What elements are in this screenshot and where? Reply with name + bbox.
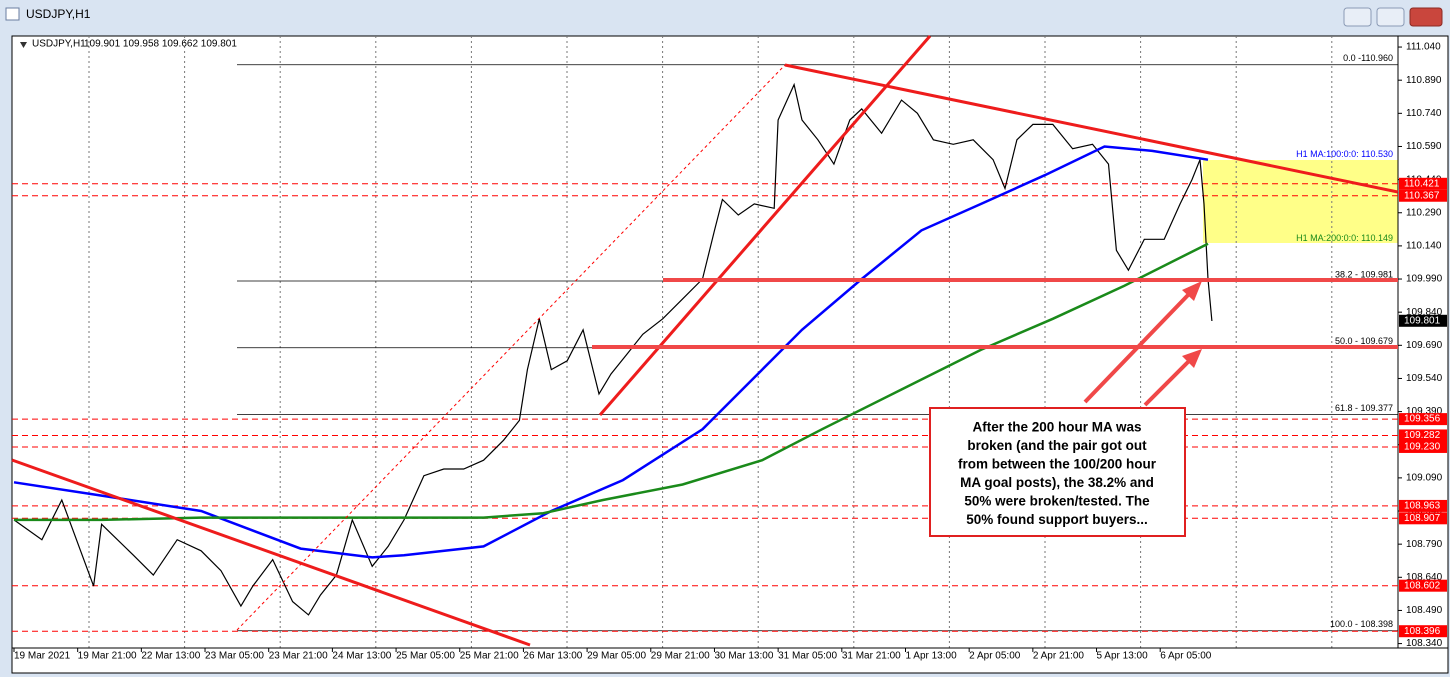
ma-label: H1 MA:200:0:0: 110.149 [1296,233,1393,243]
x-tick-label: 31 Mar 21:00 [842,651,901,662]
y-tick-label: 108.340 [1406,638,1443,649]
price-tag [1399,429,1447,442]
annotation-box [929,407,1186,537]
minimize-button[interactable] [1343,7,1372,27]
highlight-box [1203,160,1398,243]
y-tick-label: 111.040 [1406,42,1441,53]
y-tick-label: 109.090 [1406,473,1443,484]
y-tick-label: 109.540 [1406,373,1443,384]
y-tick-label: 110.890 [1406,75,1442,86]
x-tick-label: 29 Mar 21:00 [651,651,710,662]
fib-label: 50.0 - 109.679 [1335,336,1393,346]
x-tick-label: 22 Mar 13:00 [141,651,200,662]
price-line [13,82,1213,616]
x-tick-label: 26 Mar 13:00 [523,651,582,662]
annotation-line: MA goal posts), the 38.2% and [960,475,1154,490]
arrow-head [1182,281,1202,301]
symbol-marker [20,42,27,48]
trendline [11,458,531,647]
x-tick-label: 6 Apr 05:00 [1160,651,1212,662]
x-tick-label: 2 Apr 21:00 [1033,651,1085,662]
x-tick-label: 19 Mar 21:00 [78,651,137,662]
fib-diagonal [236,64,786,631]
trendline [598,35,932,416]
x-tick-label: 29 Mar 05:00 [587,651,646,662]
y-tick-label: 110.140 [1406,241,1442,252]
chart-panel [11,35,1449,674]
annotation-line: broken (and the pair got out [967,438,1147,453]
x-tick-label: 19 Mar 2021 [14,651,71,662]
x-tick-label: 24 Mar 13:00 [332,651,391,662]
price-tag-label: 109.801 [1404,315,1441,326]
y-tick-label: 109.840 [1406,307,1443,318]
y-tick-label: 110.590 [1406,141,1442,152]
price-tag-label: 110.367 [1404,190,1440,201]
price-tag [1399,512,1447,525]
price-tag-label: 109.356 [1404,414,1441,425]
data-layer [13,82,1213,616]
x-tick-label: 25 Mar 21:00 [460,651,519,662]
window-icon [5,7,20,21]
price-tag-label: 108.396 [1404,626,1441,637]
fib-label: 38.2 - 109.981 [1335,269,1393,279]
annotation-line: 50% found support buyers... [966,512,1148,527]
close-button[interactable] [1409,7,1443,27]
price-tag-label: 110.421 [1404,178,1440,189]
ma-label: H1 MA:100:0:0: 110.530 [1296,149,1393,159]
x-tick-label: 23 Mar 05:00 [205,651,264,662]
price-tag [1399,440,1447,453]
y-tick-label: 109.990 [1406,274,1443,285]
label-layer: 111.040110.890110.740110.590110.440110.2… [14,42,1447,662]
annotation-line: 50% were broken/tested. The [964,494,1150,509]
window-title: USDJPY,H1 [26,7,91,21]
price-tag [1399,413,1447,426]
price-tag-label: 108.907 [1404,513,1441,524]
y-tick-label: 110.290 [1406,207,1442,218]
y-tick-label: 108.790 [1406,539,1443,550]
price-tag [1399,314,1447,327]
price-tag [1399,579,1447,592]
price-tag [1399,499,1447,512]
x-tick-label: 2 Apr 05:00 [969,651,1021,662]
moving-average [14,242,1209,522]
price-tag [1399,189,1447,202]
x-tick-label: 23 Mar 21:00 [269,651,328,662]
y-tick-label: 109.690 [1406,340,1443,351]
fib-label: 100.0 - 108.398 [1330,619,1393,629]
x-tick-label: 1 Apr 13:00 [905,651,957,662]
price-tag [1399,177,1447,190]
price-tag-label: 108.602 [1404,580,1441,591]
fib-label: 61.8 - 109.377 [1335,403,1393,413]
maximize-button[interactable] [1376,7,1405,27]
drawings: USDJPY,H1 109.901 109.958 109.662 109.80… [11,35,1399,647]
price-tag-label: 109.282 [1404,430,1441,441]
y-tick-label: 110.740 [1406,108,1442,119]
moving-average [13,145,1209,559]
chart-title: USDJPY,H1 [32,39,86,50]
ohlc-readout: 109.901 109.958 109.662 109.801 [84,39,237,50]
arrow [1083,291,1192,404]
y-tick-label: 109.390 [1406,406,1443,417]
arrow [1143,358,1192,407]
price-tag-label: 109.230 [1404,442,1441,453]
x-tick-label: 5 Apr 13:00 [1097,651,1149,662]
y-tick-label: 108.490 [1406,605,1443,616]
price-tag [1399,625,1447,638]
x-tick-label: 25 Mar 05:00 [396,651,455,662]
arrow-head [1182,349,1202,368]
annotation-line: After the 200 hour MA was [972,420,1141,435]
x-tick-label: 31 Mar 05:00 [778,651,837,662]
price-tag-label: 108.963 [1404,501,1441,512]
x-tick-label: 30 Mar 13:00 [714,651,773,662]
annotation-line: from between the 100/200 hour [958,457,1157,472]
fib-label: 0.0 -110.960 [1343,53,1393,63]
y-tick-label: 108.640 [1406,572,1443,583]
